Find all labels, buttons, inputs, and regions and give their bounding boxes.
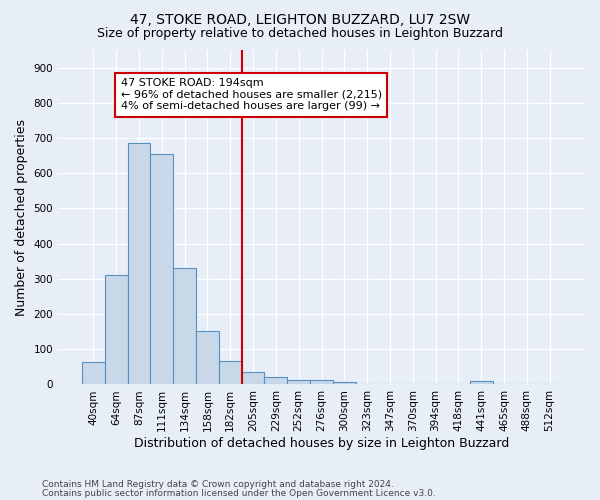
Bar: [173, 268, 196, 384]
Bar: [242, 372, 265, 384]
Bar: [82, 362, 105, 384]
Bar: [265, 378, 287, 384]
Bar: [151, 154, 173, 384]
Y-axis label: Number of detached properties: Number of detached properties: [15, 118, 28, 316]
Text: Size of property relative to detached houses in Leighton Buzzard: Size of property relative to detached ho…: [97, 28, 503, 40]
Bar: [105, 276, 128, 384]
X-axis label: Distribution of detached houses by size in Leighton Buzzard: Distribution of detached houses by size …: [134, 437, 509, 450]
Bar: [470, 381, 493, 384]
Bar: [287, 380, 310, 384]
Text: Contains public sector information licensed under the Open Government Licence v3: Contains public sector information licen…: [42, 488, 436, 498]
Bar: [196, 331, 219, 384]
Bar: [128, 144, 151, 384]
Bar: [310, 380, 333, 384]
Bar: [333, 382, 356, 384]
Text: Contains HM Land Registry data © Crown copyright and database right 2024.: Contains HM Land Registry data © Crown c…: [42, 480, 394, 489]
Text: 47 STOKE ROAD: 194sqm
← 96% of detached houses are smaller (2,215)
4% of semi-de: 47 STOKE ROAD: 194sqm ← 96% of detached …: [121, 78, 382, 112]
Text: 47, STOKE ROAD, LEIGHTON BUZZARD, LU7 2SW: 47, STOKE ROAD, LEIGHTON BUZZARD, LU7 2S…: [130, 12, 470, 26]
Bar: [219, 360, 242, 384]
